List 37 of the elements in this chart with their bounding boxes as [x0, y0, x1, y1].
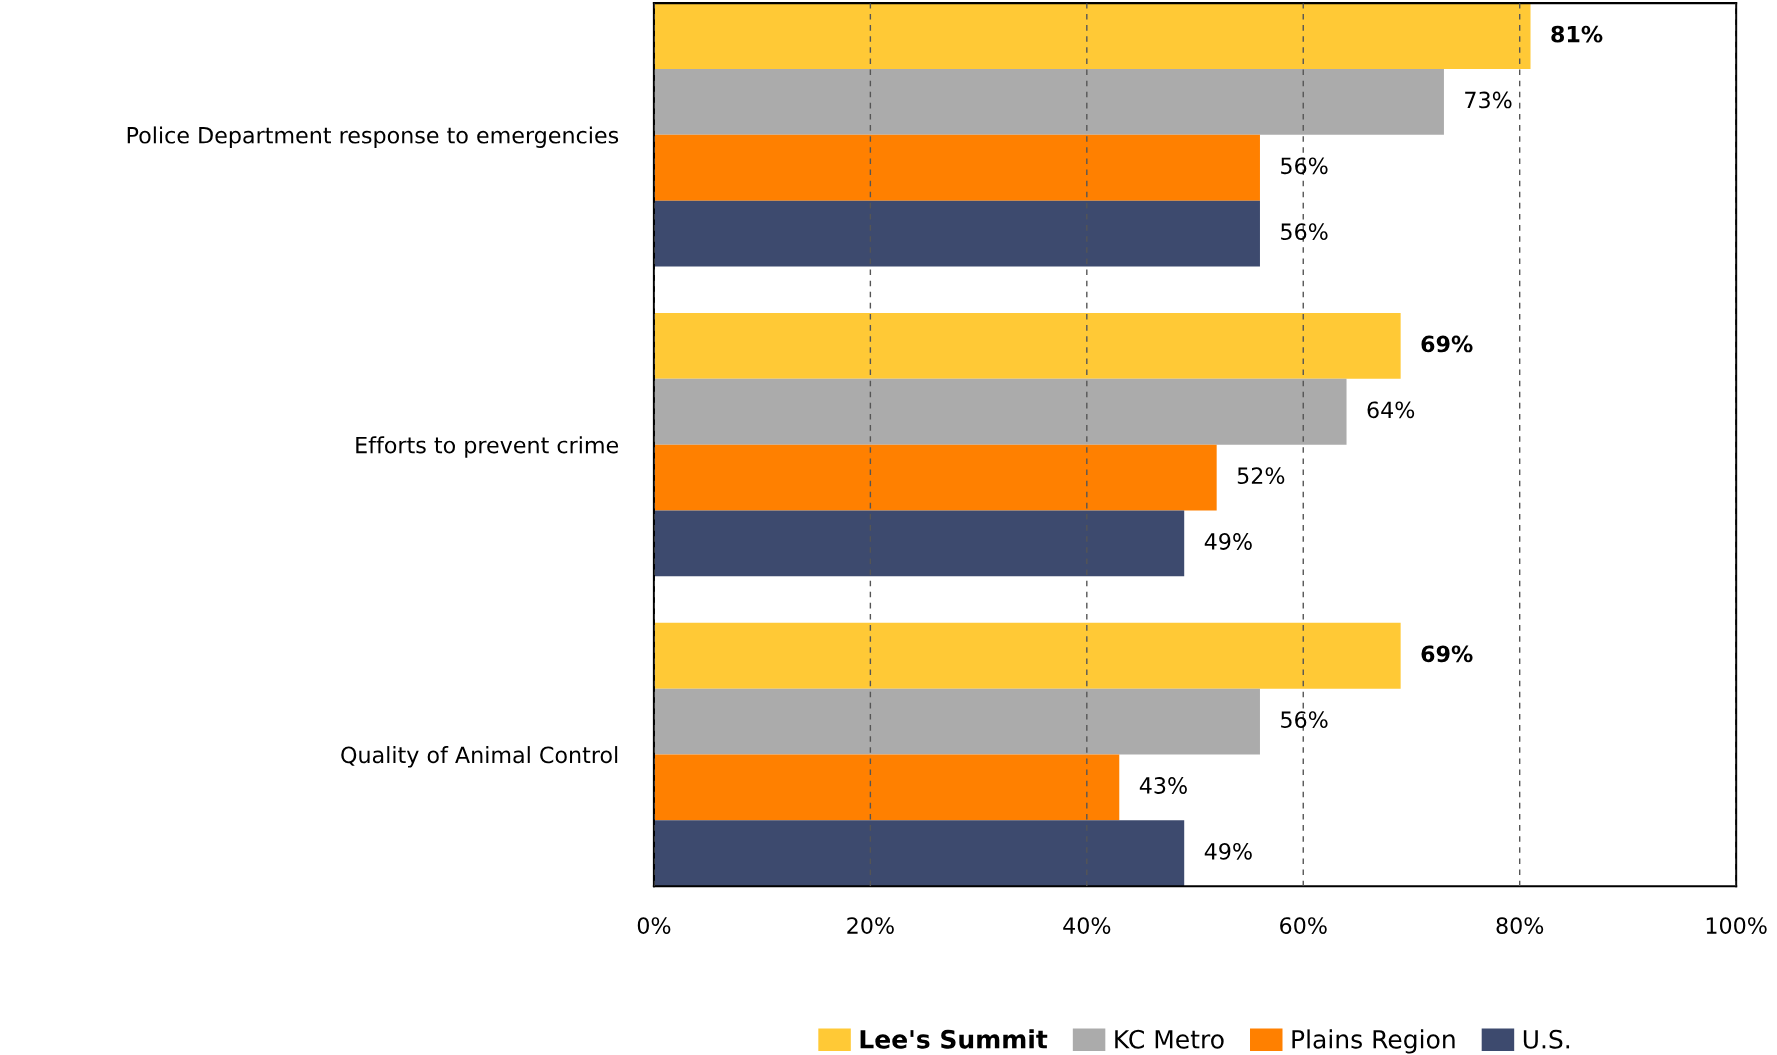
x-tick-label: 0% — [637, 917, 671, 934]
bar — [653, 134, 1260, 201]
legend-label: U.S. — [1523, 1029, 1570, 1049]
data-label: 49% — [1204, 533, 1252, 550]
y-tick-label: Quality of Animal Control — [341, 746, 618, 768]
legend-label: Plains Region — [1292, 1029, 1455, 1054]
bar — [653, 313, 1401, 379]
x-tick-label: 20% — [847, 917, 894, 934]
bar — [653, 444, 1217, 511]
legend-label: KC Metro — [1115, 1029, 1224, 1049]
data-label: 49% — [1204, 842, 1252, 860]
data-label: 73% — [1465, 91, 1512, 109]
x-tick-label: 60% — [1280, 917, 1327, 934]
data-label: 43% — [1139, 777, 1187, 794]
x-tick-label: 100% — [1706, 917, 1767, 934]
x-tick-label: 40% — [1063, 917, 1111, 934]
y-tick-label: Efforts to prevent crime — [356, 436, 619, 458]
data-label: 52% — [1237, 467, 1285, 485]
bar — [653, 69, 1444, 135]
bar — [653, 622, 1401, 689]
bar — [653, 3, 1531, 70]
bar — [653, 754, 1120, 821]
data-label: 64% — [1367, 401, 1415, 419]
data-label: 69% — [1421, 335, 1473, 353]
legend-label: Lee's Summit — [860, 1029, 1048, 1049]
y-tick-label: Police Department response to emergencies — [127, 126, 619, 148]
data-label: 56% — [1281, 157, 1328, 175]
bar — [653, 378, 1347, 445]
data-label: 56% — [1281, 711, 1328, 729]
bar — [653, 510, 1185, 577]
bar — [653, 820, 1185, 887]
data-label: 81% — [1551, 25, 1603, 43]
data-label: 69% — [1421, 645, 1473, 663]
bar — [653, 200, 1260, 267]
data-label: 56% — [1281, 223, 1328, 241]
x-tick-label: 80% — [1496, 917, 1544, 934]
bar — [653, 688, 1260, 755]
